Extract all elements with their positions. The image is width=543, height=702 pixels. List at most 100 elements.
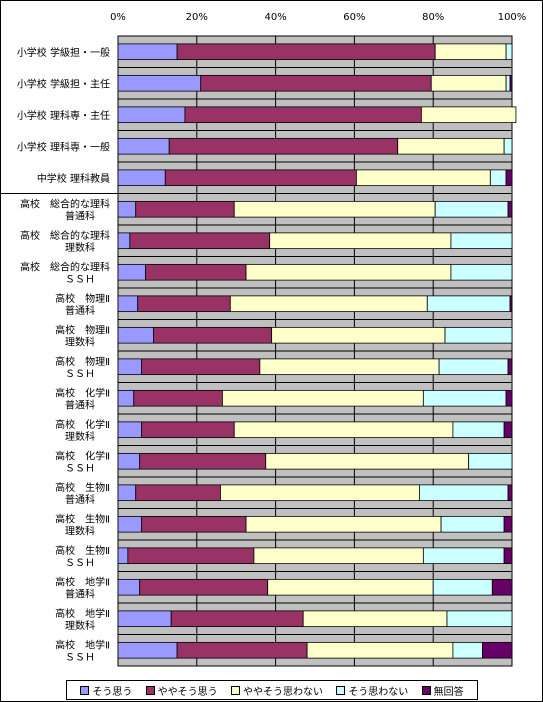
legend-label: 無回答 (433, 686, 464, 698)
bar-segment (117, 578, 141, 596)
bar-segment (444, 326, 513, 344)
x-tick-label: 100% (498, 12, 527, 23)
bar-segment (141, 515, 247, 533)
bar-segment (117, 200, 137, 218)
category-label: 普通科 (65, 587, 95, 600)
legend-swatch (145, 685, 155, 695)
bar-segment (503, 547, 513, 565)
category-label: 高校 総合的な理科 (20, 260, 110, 273)
bar-segment (420, 106, 517, 124)
category-label: 理数科 (65, 430, 95, 443)
category-label: 小学校 理科専・一般 (17, 140, 110, 153)
category-label: ＳＳＨ (65, 463, 95, 474)
category-label: 理数科 (65, 335, 95, 348)
bar-segment (509, 74, 513, 92)
bar-segment (133, 389, 223, 407)
category-label: ＳＳＨ (65, 558, 95, 569)
category-label: 中学校 理科教員 (37, 172, 110, 185)
bar-segment (117, 106, 186, 124)
legend-item: ややそう思わない (230, 683, 323, 698)
bar-segment (450, 263, 513, 281)
category-label: ＳＳＨ (65, 369, 95, 380)
bar-segment (509, 295, 513, 313)
bar-segment (117, 263, 146, 281)
category-label: 高校 生物Ⅱ (55, 512, 110, 525)
bar-segment (170, 610, 304, 628)
bar-segment (245, 263, 452, 281)
x-tick-label: 40% (264, 12, 286, 23)
bar-segment (468, 452, 513, 470)
legend-swatch (230, 685, 240, 695)
bar-segment (434, 200, 509, 218)
category-label: 高校 物理Ⅱ (55, 355, 110, 368)
bar-segment (397, 137, 505, 155)
legend-label: そう思う (92, 686, 133, 698)
category-label: 高校 物理Ⅱ (55, 323, 110, 336)
bar-segment (117, 452, 141, 470)
bar-segment (452, 421, 505, 439)
category-label: 理数科 (65, 619, 95, 632)
bar-segment (176, 641, 308, 659)
category-label: 高校 総合的な理科 (20, 197, 110, 210)
bar-segment (117, 610, 172, 628)
bar-segment (233, 200, 436, 218)
bar-segment (419, 484, 509, 502)
bar-segment (450, 232, 513, 250)
bar-segment (503, 515, 513, 533)
bar-segment (452, 641, 483, 659)
bar-segment (117, 169, 166, 187)
bar-segment (489, 169, 507, 187)
bar-segment (184, 106, 422, 124)
bar-segment (141, 358, 261, 376)
bar-segment (503, 421, 513, 439)
category-label: 小学校 学級担・一般 (17, 46, 110, 59)
category-label: 高校 地学Ⅱ (55, 638, 110, 651)
bar-segment (507, 200, 513, 218)
bar-segment (117, 137, 170, 155)
bar-segment (422, 389, 507, 407)
bar-segment (422, 547, 505, 565)
bar-segment (220, 484, 420, 502)
legend-swatch (80, 685, 90, 695)
category-label: 小学校 理科専・主任 (17, 109, 110, 122)
legend-item: そう思わない (336, 683, 408, 698)
bar-segment (117, 326, 154, 344)
bar-segment (135, 200, 235, 218)
bar-segment (507, 484, 513, 502)
bar-segment (139, 452, 267, 470)
bar-segment (503, 137, 513, 155)
bar-segment (153, 326, 273, 344)
bar-segment (117, 421, 143, 439)
bar-segment (245, 515, 442, 533)
legend: そう思う ややそう思う ややそう思わない そう思わない 無回答 (66, 680, 478, 700)
bar-segment (137, 295, 231, 313)
bar-segment (267, 578, 434, 596)
bar-segment (505, 74, 511, 92)
category-label: 理数科 (65, 241, 95, 254)
bar-segment (302, 610, 448, 628)
category-label: ＳＳＨ (65, 274, 95, 285)
category-label: 高校 生物Ⅱ (55, 544, 110, 557)
bar-segment (117, 74, 202, 92)
bar-segment (117, 547, 129, 565)
bar-segment (505, 389, 513, 407)
legend-item: そう思う (80, 683, 132, 698)
bar-segment (117, 515, 143, 533)
category-label: 小学校 学級担・主任 (17, 77, 110, 90)
bar-segment (117, 232, 131, 250)
bar-segment (505, 43, 513, 61)
bar-segment (141, 421, 235, 439)
bar-segment (168, 137, 399, 155)
bar-segment (505, 169, 513, 187)
bar-segment (229, 295, 428, 313)
bar-segment (127, 547, 255, 565)
legend-swatch (336, 685, 346, 695)
bar-segment (438, 358, 509, 376)
legend-label: そう思わない (348, 686, 409, 698)
bar-segment (440, 515, 505, 533)
legend-label: ややそう思わない (242, 686, 323, 698)
category-label: 高校 生物Ⅱ (55, 481, 110, 494)
bar-segment (117, 358, 143, 376)
legend-label: ややそう思う (157, 686, 218, 698)
bar-segment (253, 547, 424, 565)
